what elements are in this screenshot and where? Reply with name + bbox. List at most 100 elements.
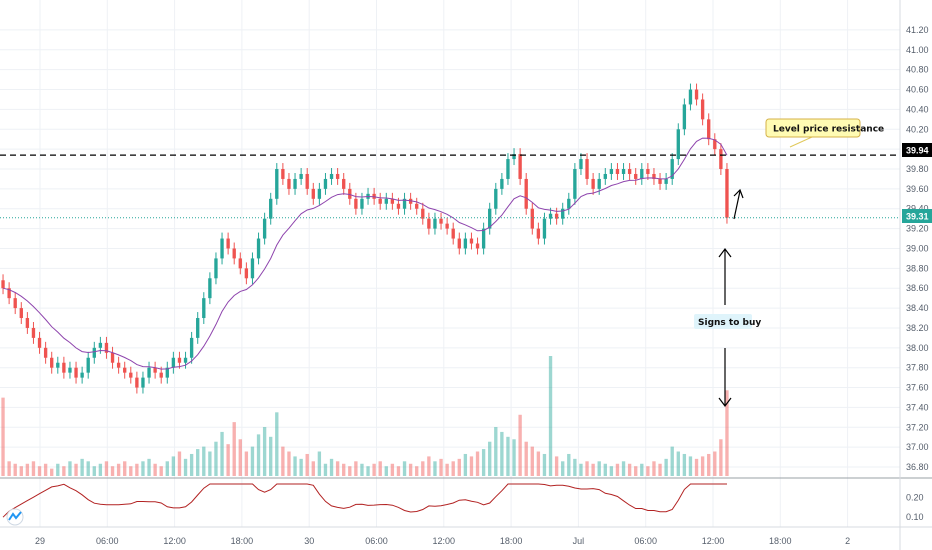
candle-body (652, 173, 656, 179)
candle-body (31, 327, 36, 338)
candle-body (1, 280, 5, 289)
volume-bar (37, 466, 42, 476)
volume-bar (390, 463, 395, 476)
candle-body (323, 178, 328, 189)
candle-body (147, 367, 151, 378)
candle-body (463, 238, 468, 249)
volume-bar (226, 444, 230, 476)
candle-body (74, 367, 78, 378)
candle-body (694, 89, 699, 100)
candle-body (579, 159, 583, 170)
candle-body (542, 218, 547, 239)
volume-bar (25, 463, 30, 476)
volume-bar (396, 466, 401, 476)
volume-bar (202, 446, 206, 476)
volume-bar (110, 466, 115, 476)
price-tick: 39.80 (906, 164, 929, 174)
volume-bar (451, 461, 455, 476)
volume-bar (80, 458, 84, 476)
candle-body (457, 238, 461, 249)
buy-callout[interactable]: Signs to buy (694, 314, 761, 329)
volume-bar (433, 461, 437, 476)
volume-bar (481, 449, 486, 476)
candle-body (92, 347, 96, 358)
volume-bar (719, 439, 723, 476)
volume-bar (7, 461, 11, 476)
volume-bar (153, 463, 157, 476)
price-tick: 37.40 (906, 402, 929, 412)
candle-body (214, 258, 218, 279)
volume-bar (408, 463, 413, 476)
volume-bar (457, 458, 461, 476)
volume-bar (579, 463, 583, 476)
candle-body (299, 173, 303, 179)
volume-bar (68, 461, 72, 476)
candle-body (500, 178, 504, 189)
volume-bar (366, 466, 370, 476)
candle-body (275, 169, 279, 199)
candle-body (530, 208, 534, 229)
candle-body (232, 248, 236, 259)
volume-bar (585, 461, 589, 476)
candle-body (561, 208, 565, 219)
volume-bar (287, 451, 291, 476)
volume-bar (135, 463, 139, 476)
candle-body (287, 178, 291, 189)
candle-body (153, 367, 157, 373)
volume-bar (232, 422, 236, 476)
candle-body (104, 342, 109, 353)
candle-body (50, 357, 54, 368)
volume-bar (208, 451, 212, 476)
volume-bar (384, 466, 388, 476)
candle-body (451, 228, 455, 239)
candle-body (43, 347, 48, 358)
volume-bar (542, 453, 547, 476)
time-tick: 18:00 (500, 536, 523, 546)
candle-body (725, 169, 729, 218)
volume-bar (62, 466, 66, 476)
candle-body (554, 213, 559, 219)
volume-bar (609, 466, 614, 476)
candle-body (700, 99, 705, 120)
volume-bar (524, 441, 528, 476)
candle-body (220, 238, 224, 259)
price-tick: 36.80 (906, 462, 929, 472)
candle-body (615, 169, 620, 174)
candle-body (293, 178, 297, 189)
volume-bar (512, 439, 516, 476)
arrow-up-icon (718, 248, 732, 305)
volume-bar (506, 436, 510, 476)
volume-bar (475, 451, 480, 476)
candle-body (469, 238, 474, 244)
time-tick: 30 (304, 536, 314, 546)
candle-body (591, 178, 595, 189)
volume-bar (31, 461, 36, 476)
time-tick: 12:00 (702, 536, 725, 546)
volume-bar (1, 397, 5, 476)
price-tick: 39.00 (906, 243, 929, 253)
candle-body (129, 372, 133, 378)
resistance-callout[interactable]: Level price resistance (765, 118, 884, 148)
current-price-label: 39.31 (906, 212, 929, 222)
volume-bar (214, 441, 218, 476)
candle-body (19, 308, 23, 319)
current-price-tag: 39.31 (902, 209, 932, 223)
volume-bar (56, 463, 60, 476)
candle-body (518, 154, 522, 179)
candle-body (13, 298, 17, 309)
volume-bar (92, 466, 96, 476)
candle-body (238, 258, 242, 269)
candle-body (676, 129, 680, 160)
price-tick: 38.80 (906, 263, 929, 273)
price-tick: 38.60 (906, 283, 929, 293)
volume-bar (196, 449, 200, 476)
volume-bar (311, 461, 315, 476)
time-tick: 06:00 (365, 536, 388, 546)
candle-body (348, 188, 352, 199)
price-tick: 37.80 (906, 363, 929, 373)
resistance-price-tag: 39.94 (902, 143, 932, 157)
volume-bar (141, 461, 145, 476)
candle-body (634, 173, 638, 179)
time-tick: 29 (35, 536, 45, 546)
